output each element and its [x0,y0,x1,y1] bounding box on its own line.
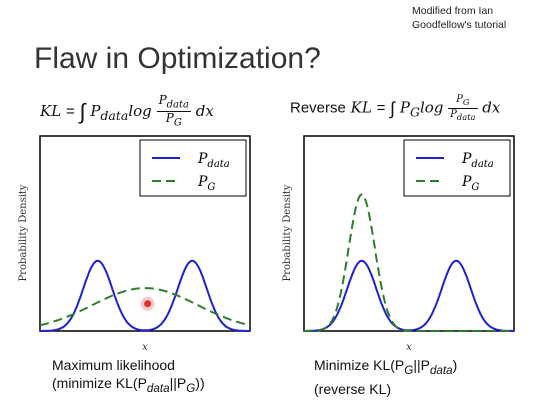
reverse-kl-formula: Reverse KL = ∫ PGlog PG Pdata dx [290,94,500,123]
fraction-denominator: Pdata [450,109,476,122]
reverse-label: Reverse [290,99,346,117]
x-axis-label: x [142,342,148,353]
series-line-p-g [304,193,514,332]
caption-line2: (minimize KL(Pdata||PG)) [52,375,205,395]
fraction: PG Pdata [448,94,478,123]
integrand-sub: data [100,107,129,123]
legend-box [403,139,511,197]
series-line-p-data [40,259,250,332]
caption-line2: (reverse KL) [314,380,392,397]
highlight-dot [140,296,155,311]
caption-reverse-kl: Minimize KL(PG||Pdata) (reverse KL) [314,356,457,398]
kl-lhs: KL [40,101,62,120]
dx-text: dx [195,101,214,120]
kl-lhs: KL [350,98,372,117]
chart-reverse-kl: Probability Density x Pdata PG [282,135,515,353]
log-text: log [419,98,444,117]
equals-sign: = [376,99,386,117]
series-group [304,193,514,332]
series-line-p-g [39,287,251,327]
integrand-sub: G [409,104,420,120]
x-axis-label: x [406,342,412,353]
caption-line1: Minimize KL(PG||Pdata) [314,357,458,377]
slide-title: Flaw in Optimization? [34,42,321,75]
legend-box [139,139,247,197]
legend-label-pg: PG [461,174,479,193]
legend-label-pdata: Pdata [461,151,494,170]
chart-forward-kl: Probability Density x Pdata PG [18,135,251,353]
caption-forward-kl: Maximum likelihood (minimize KL(Pdata||P… [52,356,205,398]
highlight-dot-core [144,300,152,308]
fraction: Pdata PG [156,93,191,130]
fraction-numerator: Pdata [156,93,191,113]
legend-label-pg: PG [197,174,215,193]
integrand: P [90,101,101,120]
series-group [39,259,251,332]
fraction-denominator: PG [165,111,182,129]
legend-label-pdata: Pdata [197,151,230,170]
y-axis-label: Probability Density [18,184,29,281]
equals-sign: = [65,102,75,120]
integrand: P [399,98,410,117]
y-axis-label: Probability Density [282,184,293,281]
series-line-p-data [304,259,514,332]
integral-sign: ∫ [390,98,396,119]
fraction-numerator: PG [448,94,478,109]
caption-line1: Maximum likelihood [52,357,175,373]
log-text: log [128,101,152,120]
kl-formula: KL = ∫ Pdatalog Pdata PG dx [40,94,214,130]
integral-sign: ∫ [79,98,86,124]
dx-text: dx [482,98,501,117]
credit-note: Modified from Ian Goodfellow's tutorial [412,5,507,31]
